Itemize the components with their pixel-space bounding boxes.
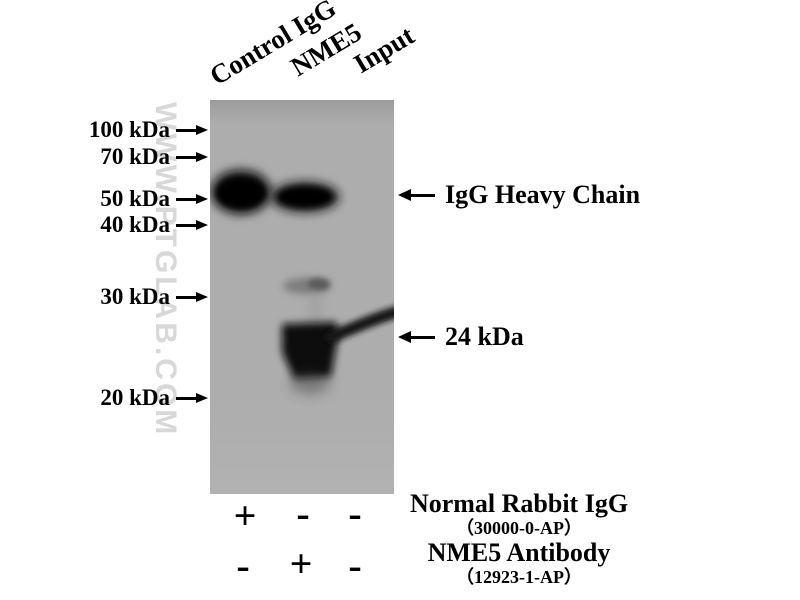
band-24kda-input-streak	[325, 306, 394, 343]
band-30kda-faint-dark	[308, 278, 330, 290]
antibody-name: NME5 Antibody	[427, 538, 611, 567]
band-vertical-smear	[309, 293, 322, 329]
annotation-igg-heavy-chain: IgG Heavy Chain	[398, 179, 640, 211]
lane-label-input: Input	[348, 20, 420, 79]
antibody-catalog-number: （30000-0-AP）	[456, 518, 582, 538]
band-igg-hc-lane2-core	[278, 187, 332, 207]
annotation-label: 24 kDa	[445, 322, 524, 351]
mw-marker-20kda: 20 kDa	[55, 384, 196, 412]
mw-label: 40 kDa	[100, 212, 170, 237]
mw-marker-30kda: 30 kDa	[55, 283, 196, 311]
treatment-symbol-row1-lane3: -	[348, 491, 362, 536]
mw-label: 50 kDa	[100, 186, 170, 211]
treatment-symbol-row1-lane1: +	[233, 493, 257, 538]
mw-marker-100kda: 100 kDa	[55, 116, 196, 144]
right-arrow-icon	[176, 155, 196, 159]
annotation-label: IgG Heavy Chain	[445, 180, 641, 209]
band-24kda-nme5	[282, 322, 339, 379]
left-arrow-icon	[411, 193, 435, 197]
right-arrow-icon	[176, 295, 196, 299]
treatment-symbol-row1-lane2: -	[296, 491, 310, 536]
treatment-symbol-row2-lane3: -	[348, 543, 362, 588]
treatment-symbol-row2-lane2: +	[289, 541, 313, 586]
antibody-catalog-number: （12923-1-AP）	[456, 567, 582, 587]
mw-marker-40kda: 40 kDa	[55, 211, 196, 239]
right-arrow-icon	[176, 197, 196, 201]
right-arrow-icon	[176, 223, 196, 227]
annotation-24kda: 24 kDa	[398, 321, 524, 353]
band-24kda-bottom-fade	[290, 372, 330, 394]
blot-membrane	[210, 100, 394, 494]
mw-marker-70kda: 70 kDa	[55, 143, 196, 171]
mw-marker-50kda: 50 kDa	[55, 185, 196, 213]
mw-label: 20 kDa	[100, 385, 170, 410]
antibody-name: Normal Rabbit IgG	[409, 489, 629, 518]
antibody-block-normal-rabbit-igg: Normal Rabbit IgG （30000-0-AP）	[396, 490, 642, 540]
left-arrow-icon	[411, 335, 435, 339]
right-arrow-icon	[176, 128, 196, 132]
antibody-block-nme5: NME5 Antibody （12923-1-AP）	[396, 539, 642, 589]
mw-label: 70 kDa	[100, 144, 170, 169]
blot-bands-canvas	[211, 170, 394, 394]
mw-label: 100 kDa	[88, 117, 170, 142]
band-igg-hc-lane1-core	[217, 178, 265, 208]
mw-label: 30 kDa	[100, 284, 170, 309]
treatment-symbol-row2-lane1: -	[236, 543, 250, 588]
right-arrow-icon	[176, 396, 196, 400]
